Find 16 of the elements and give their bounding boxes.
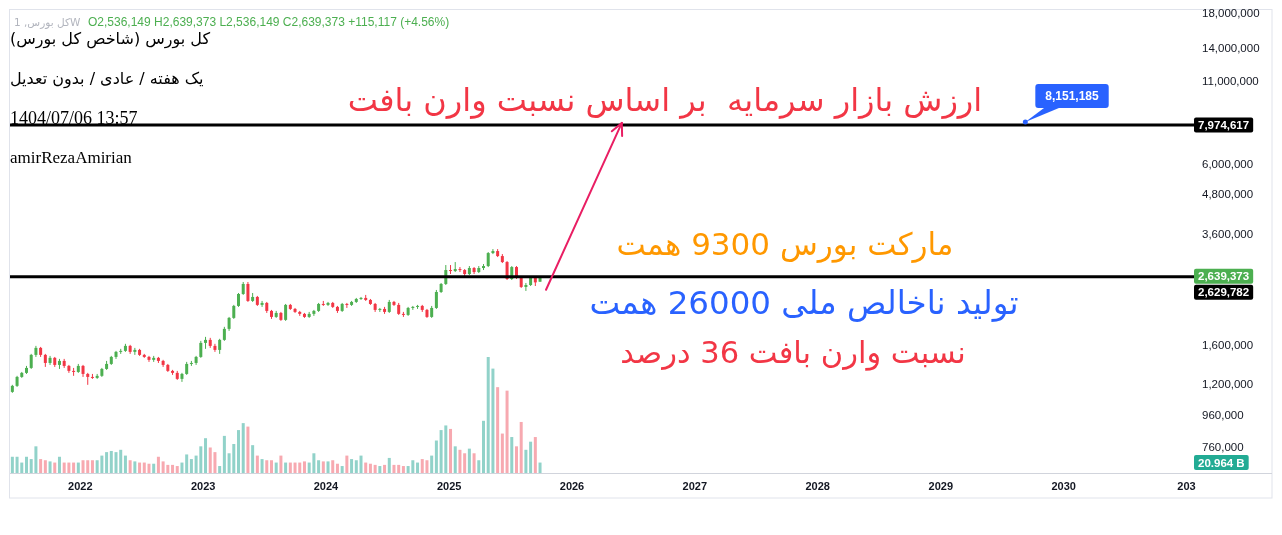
title: کل بورس (شاخص کل بورس) (10, 28, 211, 48)
callout: 8,151,185 (1022, 83, 1109, 125)
annotation: 20.964 B (1198, 456, 1245, 469)
annotation: ارزش بازار سرمایه بر اساس نسبت وارن بافت (347, 81, 983, 119)
annotation: کل بورس, 1W (14, 16, 81, 29)
annotation: 8,151,185 (1045, 88, 1100, 103)
ref-line-label: 7,974,617 (1198, 118, 1250, 131)
annotation: 1404/07/06 13:57 (10, 108, 138, 128)
ref-line-label: 2,629,782 (1198, 286, 1250, 299)
annotation: مارکت بورس 9300 همت (616, 226, 954, 263)
annotation: amirRezaAmirian (10, 147, 133, 167)
subtitle: یک هفته / عادی / بدون تعدیل (10, 68, 204, 88)
annotation: O2,536,149 H2,639,373 L2,536,149 C2,639,373 +115,117 (+4.56%) (88, 15, 450, 29)
annotation: نسبت وارن بافت 36 درصد (620, 334, 966, 371)
annotation: تولید ناخالص ملی 26000 همت (589, 284, 1019, 322)
annotation: 2,639,373 (1198, 270, 1250, 283)
